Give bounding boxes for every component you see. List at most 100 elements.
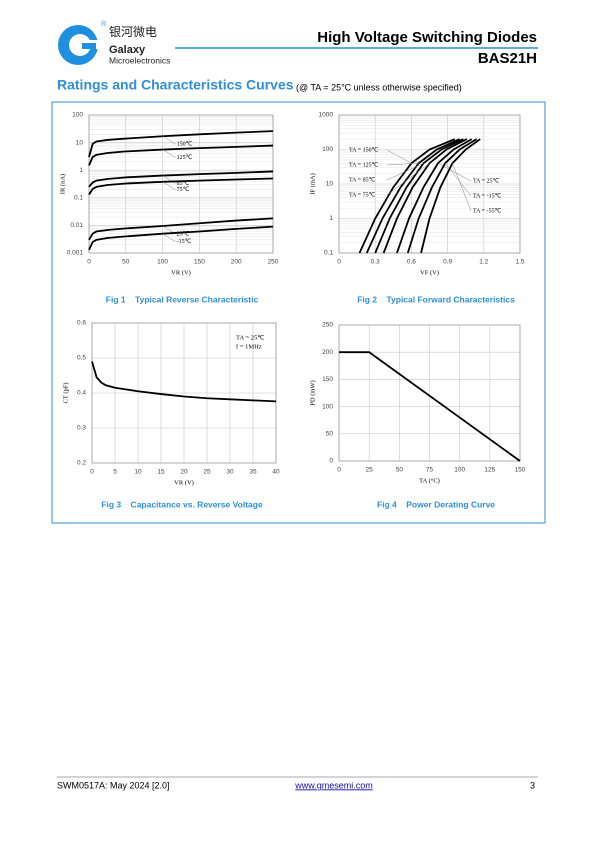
logo-sub: Microelectronics [109, 55, 170, 65]
y-axis-label: CT (pF) [62, 382, 69, 403]
y-tick-label: 0.001 [67, 250, 84, 257]
plot-frame [91, 322, 277, 464]
page-number: 3 [530, 780, 535, 790]
series-label: TA = -15℃ [473, 193, 502, 199]
plot-frame [338, 324, 521, 462]
x-tick-label: 1.5 [515, 259, 524, 266]
y-tick-label: 1 [329, 215, 333, 222]
x-tick-label: 0 [87, 259, 91, 266]
y-tick-label: 100 [322, 403, 333, 410]
figure-caption: Fig 3 Capacitance vs. Reverse Voltage [101, 499, 263, 509]
plot-frame [88, 114, 274, 254]
leader-line [386, 163, 424, 181]
y-tick-label: 0.4 [77, 390, 86, 397]
logo-bar [82, 43, 96, 49]
y-axis-label: IR (nA) [59, 174, 66, 194]
part-number: BAS21H [478, 50, 537, 67]
annotation: TA = 25℃ [236, 334, 265, 341]
series-line [420, 138, 481, 254]
x-tick-label: 150 [515, 467, 526, 474]
y-tick-label: 0.1 [324, 250, 333, 257]
x-tick-label: 30 [226, 469, 234, 476]
section-title: Ratings and Characteristics Curves [57, 77, 294, 93]
y-tick-label: 10 [76, 139, 84, 146]
x-tick-label: 125 [484, 467, 495, 474]
y-tick-label: 1 [79, 167, 83, 174]
series-label: 75℃ [177, 187, 190, 193]
x-tick-label: 25 [366, 467, 374, 474]
x-tick-label: 100 [157, 259, 168, 266]
footer-url[interactable]: www.gmesemi.com [294, 780, 373, 790]
series-line [88, 130, 274, 158]
x-axis-label: VR (V) [171, 269, 191, 276]
logo-cn: 银河微电 [109, 25, 157, 39]
series-line [365, 138, 461, 254]
x-tick-label: 200 [231, 259, 242, 266]
series-label: TA = -55℃ [473, 208, 502, 214]
x-tick-label: 0.3 [371, 259, 380, 266]
series-label: TA = 150℃ [349, 147, 379, 153]
x-tick-label: 0 [337, 467, 341, 474]
leader-line [162, 136, 176, 145]
series-line [339, 351, 521, 462]
y-tick-label: 0 [329, 458, 333, 465]
y-tick-label: 1000 [319, 112, 334, 119]
x-tick-label: 100 [454, 467, 465, 474]
annotation: f = 1MHz [236, 343, 262, 350]
y-tick-label: 10 [326, 181, 334, 188]
leader-line [386, 162, 419, 166]
series-line [88, 217, 274, 241]
x-axis-label: VR (V) [174, 479, 194, 486]
x-tick-label: 5 [113, 469, 117, 476]
footer-doc: SWM0517A: May 2024 [2.0] [57, 780, 170, 790]
leader-line [162, 149, 176, 158]
series-line [396, 138, 473, 254]
x-tick-label: 20 [180, 469, 188, 476]
plot-frame [338, 114, 521, 254]
doc-title: High Voltage Switching Diodes [317, 29, 537, 46]
x-tick-label: 50 [396, 467, 404, 474]
y-tick-label: 0.3 [77, 425, 86, 432]
series-label: -15℃ [177, 239, 192, 245]
x-tick-label: 35 [249, 469, 257, 476]
series-line [406, 138, 478, 254]
leader-line [162, 181, 176, 191]
x-tick-label: 1.2 [479, 259, 488, 266]
x-tick-label: 0.6 [407, 259, 416, 266]
y-tick-label: 0.6 [77, 320, 86, 327]
section-note: (@ TA = 25°C unless otherwise specified) [296, 82, 462, 92]
leader-line [162, 233, 176, 242]
series-line [88, 177, 274, 196]
x-tick-label: 25 [203, 469, 211, 476]
series-label: TA = 75℃ [349, 192, 376, 198]
series-label: 25℃ [177, 231, 190, 237]
registered: ® [101, 20, 107, 28]
y-tick-label: 0.2 [77, 460, 86, 467]
leader-line [452, 163, 472, 212]
series-line [374, 138, 464, 254]
series-label: TA = 85℃ [349, 177, 376, 183]
y-tick-label: 50 [326, 431, 334, 438]
series-line [88, 144, 274, 166]
x-tick-label: 75 [426, 467, 434, 474]
series-line [382, 138, 468, 254]
series-line [358, 138, 456, 254]
x-tick-label: 40 [272, 469, 280, 476]
series-label: 125℃ [177, 155, 193, 161]
series-label: TA = 125℃ [349, 162, 379, 168]
figure-caption: Fig 1 Typical Reverse Characteristic [106, 294, 259, 304]
series-label: 85℃ [177, 181, 190, 187]
figure-caption: Fig 4 Power Derating Curve [377, 499, 495, 509]
leader-line [386, 149, 412, 164]
x-axis-label: VF (V) [420, 269, 439, 276]
series-label: 150℃ [177, 142, 193, 148]
series-line [88, 225, 274, 251]
y-axis-label: PD (mW) [309, 380, 316, 405]
series-line [88, 170, 274, 188]
x-tick-label: 150 [194, 259, 205, 266]
x-tick-label: 0.9 [443, 259, 452, 266]
y-tick-label: 200 [322, 349, 333, 356]
y-tick-label: 100 [322, 146, 333, 153]
y-tick-label: 150 [322, 376, 333, 383]
